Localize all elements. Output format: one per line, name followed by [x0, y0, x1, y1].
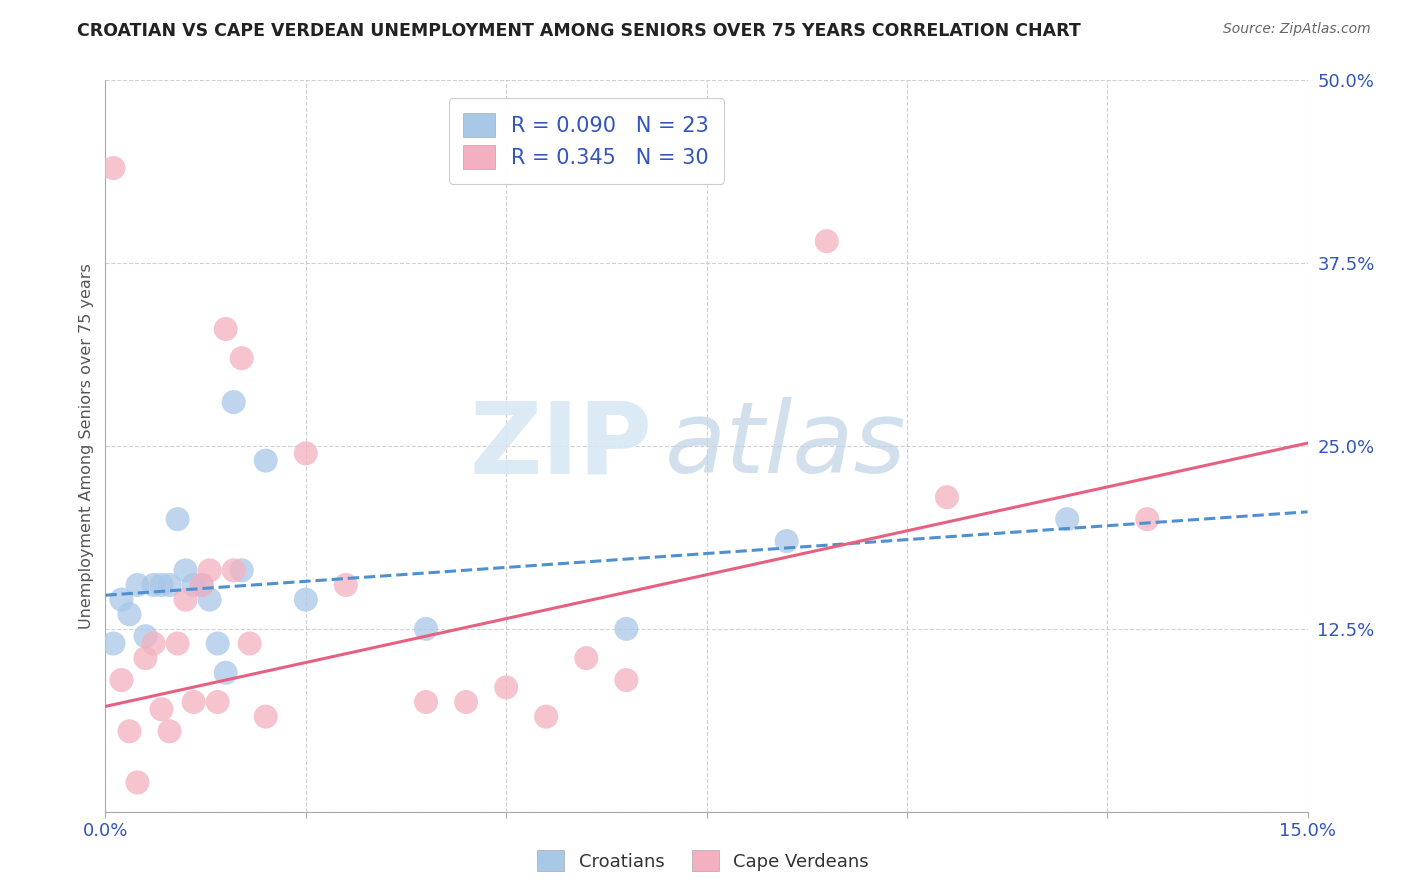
Point [174, 592, 197, 607]
Text: Source: ZipAtlas.com: Source: ZipAtlas.com [1223, 22, 1371, 37]
Point [231, 351, 253, 366]
Point [159, 724, 181, 739]
Point [1136, 512, 1159, 526]
Point [150, 578, 173, 592]
Point [118, 607, 141, 622]
Point [127, 775, 149, 789]
Point [1056, 512, 1078, 526]
Point [231, 563, 253, 577]
Point [815, 234, 838, 248]
Point [127, 578, 149, 592]
Point [936, 490, 959, 504]
Text: atlas: atlas [665, 398, 905, 494]
Point [222, 395, 245, 409]
Point [222, 563, 245, 577]
Point [536, 709, 558, 723]
Point [254, 453, 277, 467]
Point [415, 695, 437, 709]
Point [190, 578, 212, 592]
Point [295, 446, 318, 460]
Point [214, 665, 236, 680]
Legend: Croatians, Cape Verdeans: Croatians, Cape Verdeans [530, 843, 876, 879]
Point [135, 651, 157, 665]
Legend: R = 0.090   N = 23, R = 0.345   N = 30: R = 0.090 N = 23, R = 0.345 N = 30 [449, 98, 724, 184]
Point [142, 636, 165, 650]
Point [575, 651, 598, 665]
Point [135, 629, 157, 643]
Point [118, 724, 141, 739]
Point [198, 563, 221, 577]
Point [190, 578, 212, 592]
Point [415, 622, 437, 636]
Point [183, 578, 205, 592]
Text: CROATIAN VS CAPE VERDEAN UNEMPLOYMENT AMONG SENIORS OVER 75 YEARS CORRELATION CH: CROATIAN VS CAPE VERDEAN UNEMPLOYMENT AM… [77, 22, 1081, 40]
Point [214, 322, 236, 336]
Y-axis label: Unemployment Among Seniors over 75 years: Unemployment Among Seniors over 75 years [79, 263, 94, 629]
Point [174, 563, 197, 577]
Point [616, 622, 638, 636]
Point [495, 681, 517, 695]
Point [239, 636, 262, 650]
Point [295, 592, 318, 607]
Point [110, 592, 132, 607]
Point [198, 592, 221, 607]
Point [335, 578, 357, 592]
Point [207, 695, 229, 709]
Point [456, 695, 478, 709]
Point [142, 578, 165, 592]
Point [150, 702, 173, 716]
Point [166, 512, 188, 526]
Point [159, 578, 181, 592]
Point [254, 709, 277, 723]
Point [103, 161, 125, 175]
Text: ZIP: ZIP [470, 398, 652, 494]
Point [776, 534, 799, 549]
Point [166, 636, 188, 650]
Point [183, 695, 205, 709]
Point [616, 673, 638, 687]
Point [207, 636, 229, 650]
Point [103, 636, 125, 650]
Point [110, 673, 132, 687]
